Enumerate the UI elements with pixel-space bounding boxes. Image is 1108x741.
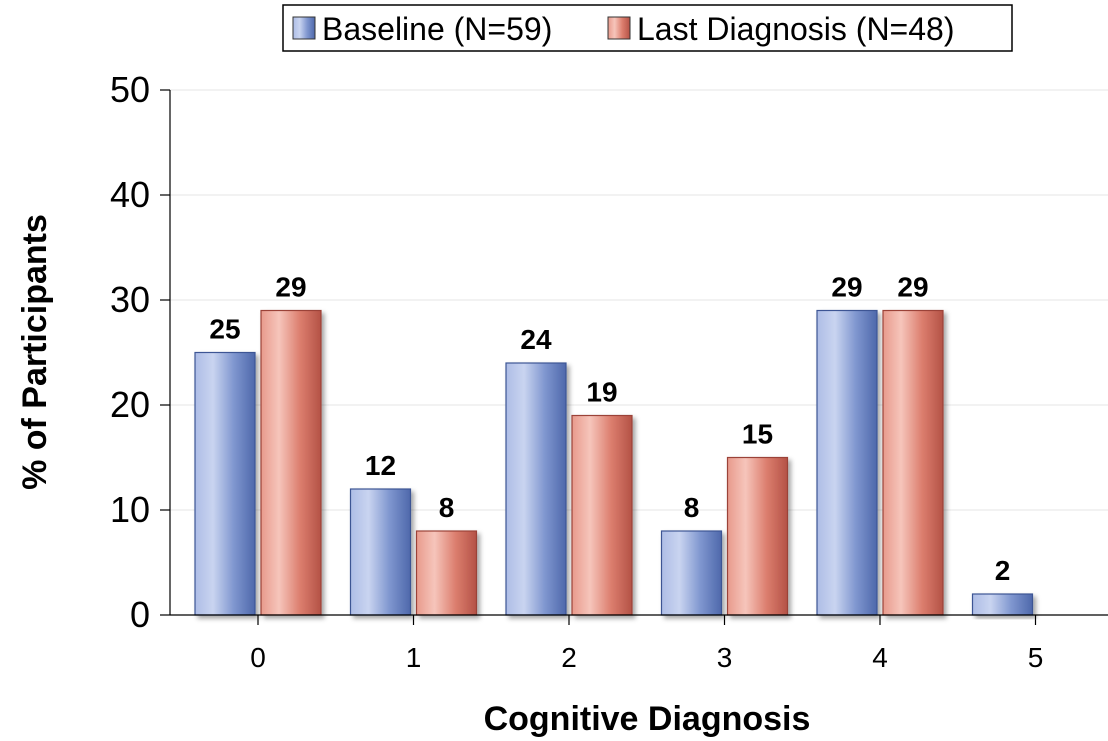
data-label-baseline-2: 24 (520, 324, 552, 355)
data-label-last-diagnosis-3: 15 (742, 419, 773, 450)
x-tick-label: 1 (406, 642, 422, 673)
x-tick-label: 2 (561, 642, 577, 673)
data-label-baseline-4: 29 (831, 272, 862, 303)
y-tick-label: 20 (110, 384, 150, 425)
legend-swatch-baseline (292, 16, 316, 40)
bar-baseline-4 (816, 309, 878, 616)
x-tick-label: 5 (1028, 642, 1044, 673)
bar-baseline-5 (971, 593, 1034, 616)
data-label-last-diagnosis-0: 29 (275, 272, 306, 303)
y-axis-ticks: 0 10 20 30 40 50 (110, 69, 170, 635)
x-tick-label: 4 (872, 642, 888, 673)
data-label-last-diagnosis-1: 8 (439, 492, 455, 523)
data-labels: 25 29 12 8 24 19 8 15 29 29 2 (209, 272, 1010, 587)
legend: Baseline (N=59) Last Diagnosis (N=48) (282, 4, 1013, 52)
data-label-baseline-0: 25 (209, 314, 240, 345)
data-label-last-diagnosis-4: 29 (897, 272, 928, 303)
bar-baseline-2 (505, 362, 567, 616)
y-tick-label: 40 (110, 174, 150, 215)
y-tick-label: 30 (110, 279, 150, 320)
y-tick-label: 50 (110, 69, 150, 110)
bar-last-diagnosis-1 (415, 530, 478, 616)
bar-last-diagnosis-4 (882, 309, 944, 616)
y-tick-label: 0 (130, 594, 150, 635)
bar-last-diagnosis-3 (726, 456, 789, 616)
y-tick-label: 10 (110, 489, 150, 530)
x-axis-ticks: 0 1 2 3 4 5 (250, 615, 1043, 673)
y-axis-title: % of Participants (16, 214, 54, 490)
bar-baseline-1 (349, 488, 412, 616)
x-axis-title: Cognitive Diagnosis (484, 700, 811, 738)
legend-swatch-last (607, 16, 631, 40)
data-label-baseline-1: 12 (365, 450, 396, 481)
bar-last-diagnosis-0 (260, 309, 322, 616)
legend-label-baseline: Baseline (N=59) (322, 11, 552, 47)
x-tick-label: 3 (717, 642, 733, 673)
legend-border (282, 4, 1013, 52)
bar-baseline-0 (194, 351, 256, 616)
bar-baseline-3 (660, 530, 723, 616)
x-tick-label: 0 (250, 642, 266, 673)
bar-last-diagnosis-2 (571, 414, 633, 616)
data-label-last-diagnosis-2: 19 (586, 377, 617, 408)
legend-label-last: Last Diagnosis (N=48) (637, 11, 954, 47)
data-label-baseline-3: 8 (684, 492, 700, 523)
gridlines (170, 89, 1108, 511)
data-label-baseline-5: 2 (995, 555, 1011, 586)
bars (194, 309, 1034, 616)
